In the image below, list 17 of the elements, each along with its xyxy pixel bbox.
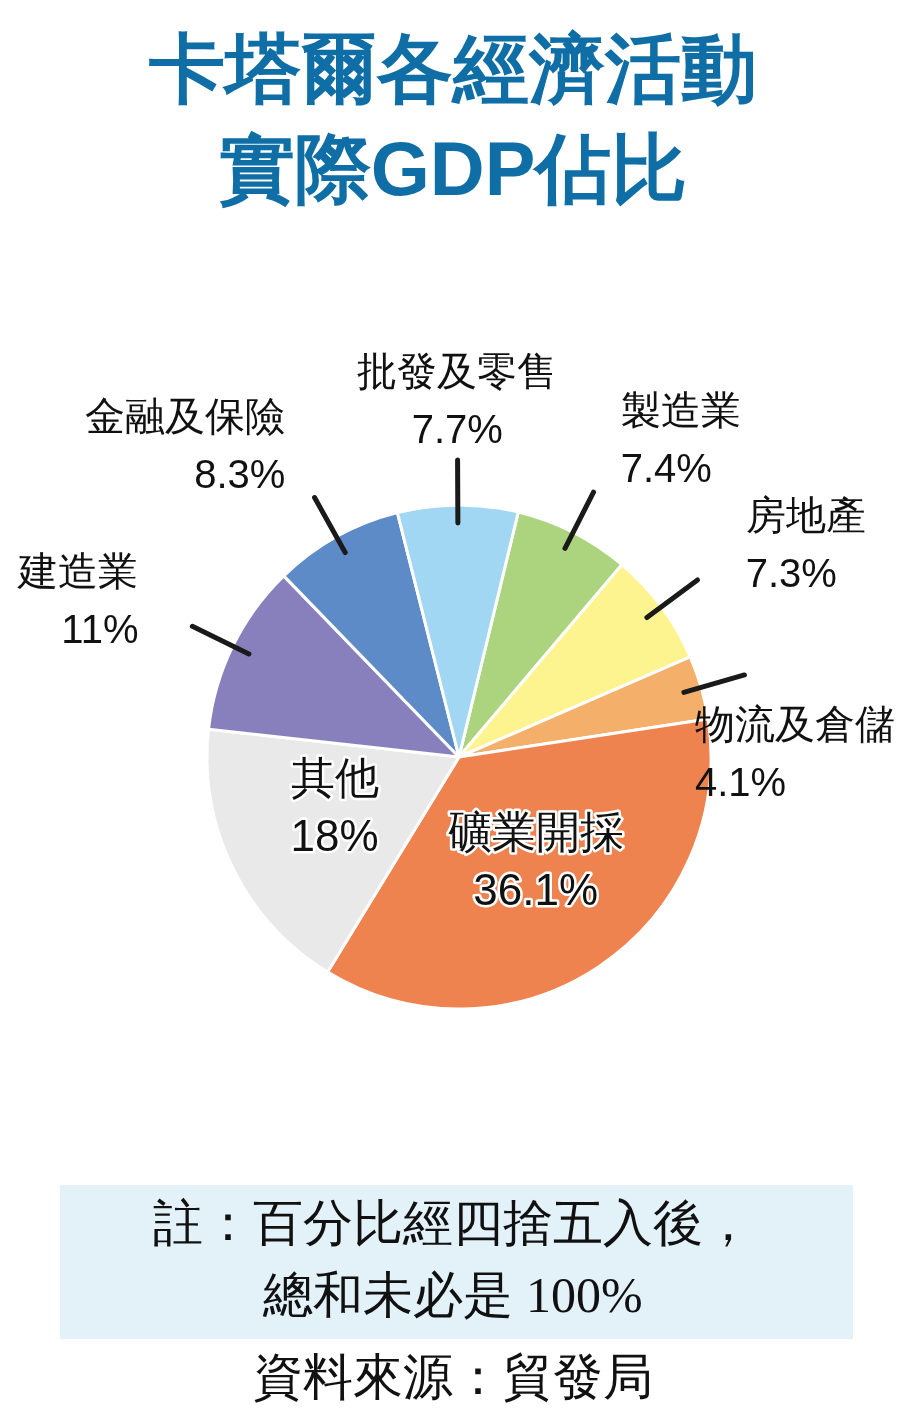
slice-label: 礦業開採	[447, 807, 624, 857]
data-label: 7.7%	[411, 407, 503, 451]
data-label: 7.3%	[745, 551, 837, 596]
chart-title: 卡塔爾各經濟活動實際GDP佔比	[148, 26, 757, 211]
slice-label: 製造業	[620, 387, 741, 432]
data-label: 11%	[61, 606, 139, 651]
data-label: 8.3%	[194, 452, 286, 497]
data-label: 7.4%	[620, 445, 712, 490]
data-label: 18%	[290, 811, 379, 861]
slice-label: 批發及零售	[357, 349, 558, 393]
slice-label: 其他	[290, 753, 379, 803]
slice-label: 金融及保險	[85, 394, 286, 439]
slice-label: 建造業	[17, 548, 139, 593]
data-label: 36.1%	[473, 865, 599, 915]
source-note: 資料來源：貿發局	[253, 1349, 653, 1405]
text: 註：百分比經四捨五入後，總和未必是 100%	[153, 1195, 753, 1323]
slice-label: 房地產	[745, 493, 866, 538]
